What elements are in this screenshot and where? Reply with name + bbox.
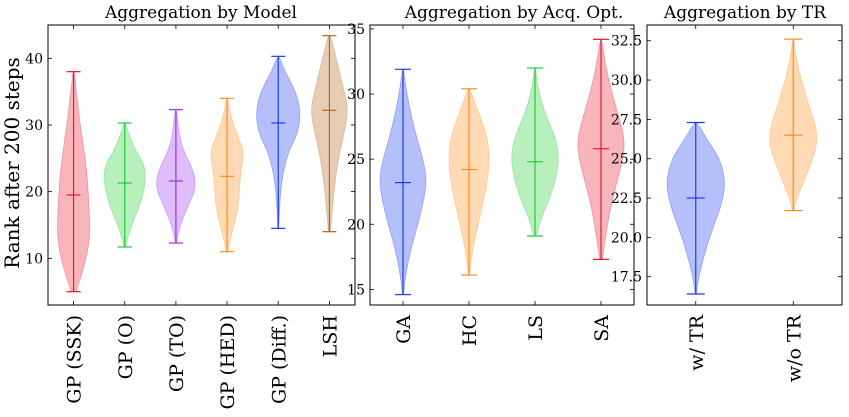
x-category-label: w/ TR xyxy=(686,314,708,370)
panel-by-acq-opt: Aggregation by Acq. Opt. 15 20 25 30 35 GA HC L… xyxy=(347,3,635,346)
x-category-label: GP (HED) xyxy=(217,315,239,410)
axes-frame xyxy=(369,24,635,306)
x-category-label: GP (SSK) xyxy=(64,315,86,404)
axes-frame xyxy=(646,24,843,306)
violin-ga xyxy=(379,68,427,296)
y-tick-label: 20 xyxy=(347,217,365,233)
violin-gp-hed xyxy=(210,97,244,253)
y-axis-label: Rank after 200 steps xyxy=(0,57,24,269)
y-tick-label: 20 xyxy=(25,185,43,201)
panel-by-tr: Aggregation by TR 17.5 20.0 22.5 25.0 27.5 30… xyxy=(611,3,843,382)
x-category-label: HC xyxy=(459,315,481,346)
panel-title: Aggregation by TR xyxy=(663,3,827,23)
y-tick-label: 30 xyxy=(25,118,43,134)
violin-hc xyxy=(448,88,490,276)
violin-sa xyxy=(577,38,625,261)
x-category-label: SA xyxy=(591,315,613,342)
violin-gp-o xyxy=(103,122,146,248)
violin-gp-ssk xyxy=(57,71,91,293)
violin-gp-to xyxy=(156,109,196,244)
x-category-label: GP (O) xyxy=(115,315,137,379)
panel-title: Aggregation by Model xyxy=(104,3,297,23)
y-tick-label: 40 xyxy=(25,51,43,67)
y-tick-label: 15 xyxy=(347,282,365,298)
y-tick-label: 32.5 xyxy=(611,34,642,50)
y-tick-label: 25 xyxy=(347,152,365,168)
violin-w-o-tr xyxy=(769,38,818,212)
y-tick-label: 20.0 xyxy=(611,230,642,246)
panel-title: Aggregation by Acq. Opt. xyxy=(404,3,624,23)
x-category-label: GA xyxy=(393,315,415,344)
panel-by-model: Aggregation by Model Rank after 200 step… xyxy=(0,3,356,410)
y-tick-label: 25.0 xyxy=(611,152,642,168)
x-category-label: GP (TO) xyxy=(166,315,188,392)
violin-w-tr xyxy=(666,121,725,295)
y-tick-label: 30 xyxy=(347,87,365,103)
x-category-label: GP (Diff.) xyxy=(268,315,290,404)
x-category-label: LS xyxy=(525,315,547,341)
y-tick-label: 17.5 xyxy=(611,270,642,286)
y-tick-label: 27.5 xyxy=(611,112,642,128)
violin-gp-diff xyxy=(256,55,301,229)
x-category-label: w/o TR xyxy=(783,314,805,382)
y-tick-label: 22.5 xyxy=(611,191,642,207)
violin-ls xyxy=(511,67,559,237)
violin-lsh xyxy=(311,35,348,233)
x-category-label: LSH xyxy=(319,315,341,357)
axes-frame xyxy=(47,24,356,306)
y-tick-label: 10 xyxy=(25,251,43,267)
y-tick-label: 30.0 xyxy=(611,73,642,89)
y-tick-label: 35 xyxy=(347,22,365,38)
